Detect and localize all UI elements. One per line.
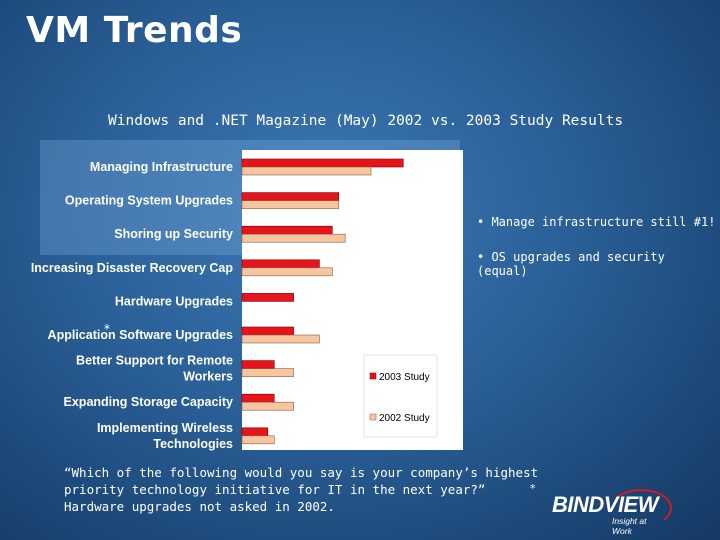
bar-2002: [241, 166, 372, 176]
question-line: priority technology initiative for IT in…: [64, 482, 486, 497]
bar-2002: [241, 267, 333, 277]
bar-2002: [241, 233, 346, 243]
category-label: Implementing Wireless: [97, 421, 233, 435]
bar-2003: [241, 326, 294, 336]
footnote-marker: *: [530, 482, 536, 495]
bar-2002: [241, 368, 294, 377]
data-label-2002: 8%: [297, 370, 313, 382]
legend-box: [363, 354, 438, 438]
bar-2003: [241, 158, 404, 168]
category-label: Shoring up Security: [114, 227, 233, 241]
data-label-2002: 16%: [348, 235, 370, 247]
data-label-2002: 15%: [342, 202, 364, 214]
data-label-2003: 5%: [277, 392, 293, 404]
bar-2002: [241, 401, 294, 411]
data-label-2003: 25%: [406, 157, 428, 169]
question-line: Hardware upgrades not asked in 2002.: [64, 499, 335, 514]
bullet-point: • OS upgrades and security (equal): [477, 250, 665, 278]
category-label: Technologies: [153, 437, 233, 451]
category-label: Expanding Storage Capacity: [64, 395, 234, 409]
bar-2003: [241, 259, 320, 269]
survey-question: “Which of the following would you say is…: [64, 464, 539, 515]
slide-title: VM Trends: [26, 10, 243, 51]
bar-2003: [241, 225, 333, 235]
data-label-2003: 8%: [297, 291, 313, 303]
data-label-2003: 14%: [335, 224, 357, 236]
data-label-2003: 12%: [322, 258, 344, 270]
data-label-2003: 4%: [271, 426, 287, 438]
bar-2003: [241, 427, 269, 437]
bar-2002: [241, 200, 340, 209]
data-label-2002: 14%: [335, 269, 357, 281]
category-label: Hardware Upgrades: [115, 294, 233, 308]
data-label-2003: 15%: [342, 191, 364, 203]
logo-wordmark: BINDVIEW: [552, 492, 659, 517]
bar-2003: [241, 360, 275, 369]
bullet-point: • Manage infrastructure still #1!: [477, 215, 716, 229]
legend-swatch-2003: [369, 372, 377, 380]
data-label-2003: 5%: [277, 359, 293, 371]
category-label: Better Support for Remote: [76, 354, 233, 368]
data-label-2002: 20%: [374, 168, 396, 180]
bar-2003: [241, 393, 275, 403]
legend-label-2003: 2003 Study: [379, 372, 430, 383]
data-label-2002: 8%: [297, 403, 313, 415]
category-label: Workers: [183, 370, 233, 384]
bar-2002: [241, 334, 320, 344]
bindview-logo: BINDVIEW Insight at Work: [552, 489, 672, 536]
question-line: “Which of the following would you say is…: [64, 465, 539, 480]
legend-swatch-2002: [369, 413, 377, 421]
data-label-2003: 8%: [297, 325, 313, 337]
logo-swoosh: [610, 489, 672, 527]
logo-tagline: Insight at Work: [612, 516, 647, 536]
category-label: Managing Infrastructure: [90, 160, 233, 174]
bar-2003: [241, 293, 294, 302]
legend-label-2002: 2002 Study: [379, 413, 430, 424]
category-label: Operating System Upgrades: [65, 194, 233, 208]
slide-subtitle: Windows and .NET Magazine (May) 2002 vs.…: [108, 113, 624, 129]
category-marker: *: [104, 322, 110, 336]
bar-2003: [241, 192, 340, 201]
data-label-2002: 12%: [322, 336, 344, 348]
data-label-2002: 5%: [277, 437, 293, 449]
bar-2002: [241, 435, 275, 445]
bar-chart: Managing Infrastructure 25% 20% Operating S…: [31, 150, 463, 451]
category-label: Application Software Upgrades: [48, 328, 233, 342]
category-label: Increasing Disaster Recovery Cap: [31, 261, 234, 275]
